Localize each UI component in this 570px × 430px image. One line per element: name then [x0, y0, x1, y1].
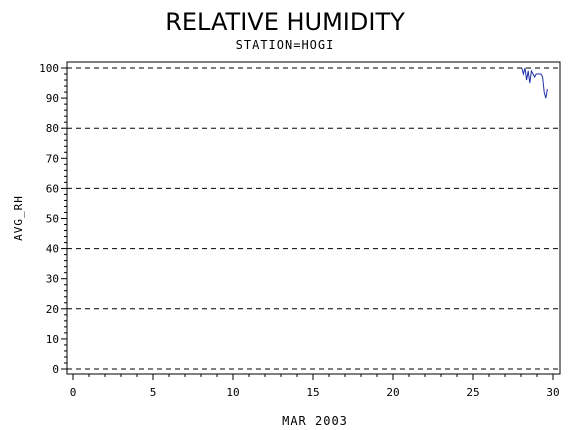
x-tick-label-0: 0	[70, 386, 77, 399]
x-tick-label-15: 15	[306, 386, 319, 399]
y-tick-label-80: 80	[46, 122, 59, 135]
chart-subtitle: STATION=HOGI	[236, 38, 335, 52]
y-tick-label-30: 30	[46, 273, 59, 286]
y-tick-label-40: 40	[46, 243, 59, 256]
chart-title: RELATIVE HUMIDITY	[165, 8, 405, 36]
y-tick-label-10: 10	[46, 333, 59, 346]
plot-frame	[66, 61, 561, 375]
y-tick-label-20: 20	[46, 303, 59, 316]
gridlines	[67, 67, 560, 370]
x-tick-label-25: 25	[466, 386, 479, 399]
y-tick-label-70: 70	[46, 152, 59, 165]
y-tick-label-100: 100	[39, 62, 59, 75]
y-axis-label: AVG_RH	[12, 195, 25, 241]
y-tick-label-50: 50	[46, 213, 59, 226]
y-tick-label-60: 60	[46, 182, 59, 195]
x-axis: 0 5 10 15 20 25 30	[70, 374, 560, 399]
data-series	[521, 67, 548, 99]
x-tick-label-5: 5	[150, 386, 157, 399]
x-tick-label-10: 10	[226, 386, 239, 399]
y-tick-label-90: 90	[46, 92, 59, 105]
x-tick-label-30: 30	[546, 386, 559, 399]
y-axis: 0 10 20 30 40 50 60 70 80 90 100	[39, 62, 67, 376]
series-line-0	[521, 67, 548, 99]
y-tick-label-0: 0	[52, 363, 59, 376]
x-axis-label: MAR 2003	[282, 414, 348, 428]
x-tick-label-20: 20	[386, 386, 399, 399]
